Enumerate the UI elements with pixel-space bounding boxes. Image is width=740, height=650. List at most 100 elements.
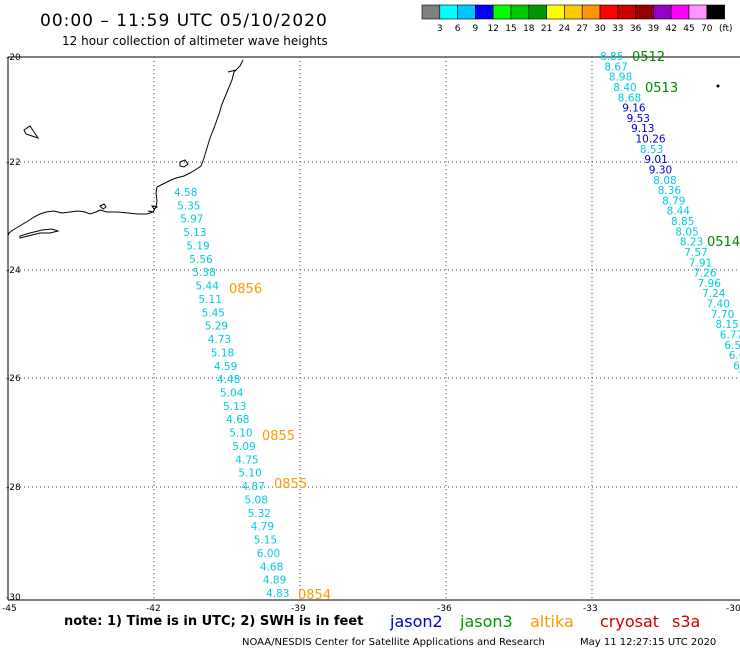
color-scale-label: 70 bbox=[701, 24, 713, 34]
swh-color-scale bbox=[421, 4, 725, 20]
swh-value: 4.68 bbox=[260, 561, 283, 573]
swh-value: 4.48 bbox=[217, 374, 240, 386]
swh-value: 10.26 bbox=[636, 134, 666, 146]
color-scale-swatch bbox=[457, 4, 476, 20]
east-track-swh-values: 8.858.678.988.408.689.169.539.1310.268.5… bbox=[600, 51, 740, 383]
pass-time-label: 0514 bbox=[707, 235, 740, 250]
swh-value: 8.79 bbox=[662, 195, 685, 207]
swh-value: 8.44 bbox=[667, 206, 691, 218]
swh-value: 5.56 bbox=[189, 254, 213, 266]
swh-value: 4.83 bbox=[266, 588, 289, 600]
color-scale-label: 39 bbox=[648, 24, 660, 34]
map-title: 00:00 – 11:59 UTC 05/10/2020 bbox=[40, 11, 328, 31]
color-scale-swatch bbox=[617, 4, 636, 20]
swh-value: 5.32 bbox=[248, 508, 271, 520]
y-axis-label: -26 bbox=[6, 374, 21, 384]
x-axis-label: -30 bbox=[726, 604, 740, 614]
swh-value: 5.10 bbox=[238, 468, 261, 480]
swh-value: 4.68 bbox=[226, 414, 249, 426]
color-scale-swatch bbox=[439, 4, 458, 20]
pass-time-label: 0856 bbox=[229, 282, 262, 297]
y-axis-label: -22 bbox=[6, 158, 21, 168]
color-scale-label: 36 bbox=[630, 24, 642, 34]
color-scale-label: 33 bbox=[612, 24, 623, 34]
pass-time-label: 0855 bbox=[262, 429, 295, 444]
x-axis-labels: -45 -42 -39 -36 -33 -30 bbox=[2, 604, 740, 614]
swh-color-scale-labels: 3 6 9 12 15 18 21 24 27 30 33 36 39 42 45 70 bbox=[437, 24, 713, 34]
color-scale-label: 27 bbox=[576, 24, 587, 34]
swh-value: 7. bbox=[738, 371, 740, 383]
swh-value: 6.63 bbox=[729, 350, 740, 362]
color-scale-label: 9 bbox=[473, 24, 479, 34]
swh-value: 8.85 bbox=[671, 216, 694, 228]
swh-value: 9.01 bbox=[644, 154, 667, 166]
swh-value: 8.05 bbox=[675, 226, 698, 238]
satellite-legend-item: jason3 bbox=[459, 612, 513, 631]
x-axis-label: -39 bbox=[291, 604, 306, 614]
color-scale-label: 21 bbox=[541, 24, 552, 34]
color-scale-label: 3 bbox=[437, 24, 443, 34]
color-scale-swatch bbox=[475, 4, 494, 20]
swh-value: 8.40 bbox=[613, 82, 636, 94]
swh-value: 7.24 bbox=[702, 288, 726, 300]
swh-value: 5.18 bbox=[211, 347, 234, 359]
swh-value: 9.53 bbox=[627, 113, 650, 125]
y-axis-label: -28 bbox=[6, 483, 21, 493]
x-axis-label: -45 bbox=[2, 604, 17, 614]
credit-right: May 11 12:27:15 UTC 2020 bbox=[580, 637, 716, 648]
satellite-legend-item: s3a bbox=[672, 612, 700, 631]
color-scale-swatch bbox=[528, 4, 547, 20]
pass-time-label: 0513 bbox=[645, 81, 678, 96]
color-scale-label: 42 bbox=[665, 24, 676, 34]
swh-value: 4.79 bbox=[251, 521, 274, 533]
y-axis-label: -24 bbox=[6, 266, 21, 276]
swh-value: 5.45 bbox=[202, 307, 225, 319]
swh-value: 8.53 bbox=[640, 144, 663, 156]
swh-value: 5.44 bbox=[196, 281, 220, 293]
satellite-legend-item: cryosat bbox=[600, 612, 659, 631]
color-scale-swatch bbox=[635, 4, 654, 20]
color-scale-swatch bbox=[670, 4, 690, 20]
swh-value: 8.85 bbox=[600, 51, 623, 63]
map-subtitle: 12 hour collection of altimeter wave hei… bbox=[62, 34, 328, 48]
swh-value: 5.11 bbox=[199, 294, 222, 306]
pass-time-labels: 0512 0513 0514 0856 0855 0855 0854 bbox=[229, 50, 740, 603]
swh-value: 5.13 bbox=[183, 227, 206, 239]
swh-value: 8.67 bbox=[604, 61, 627, 73]
color-scale-swatch bbox=[546, 4, 565, 20]
pass-time-label: 0855 bbox=[274, 477, 307, 492]
swh-value: 4.75 bbox=[235, 454, 258, 466]
swh-value: 5.29 bbox=[205, 321, 228, 333]
swh-value: 7.26 bbox=[693, 268, 717, 280]
swh-value: 6.57 bbox=[724, 340, 740, 352]
satellite-legend-item: altika bbox=[530, 612, 574, 631]
swh-value: 7.57 bbox=[684, 247, 707, 259]
swh-value: 5.19 bbox=[186, 241, 209, 253]
swh-value: 5.35 bbox=[177, 200, 200, 212]
color-scale-swatch bbox=[706, 4, 725, 20]
color-scale-swatch bbox=[492, 4, 512, 20]
footer-note: note: 1) Time is in UTC; 2) SWH is in fe… bbox=[64, 614, 363, 629]
swh-value: 8.15 bbox=[715, 319, 738, 331]
swh-value: 8.23 bbox=[680, 237, 703, 249]
color-scale-swatch bbox=[688, 4, 708, 20]
color-scale-label: 24 bbox=[559, 24, 571, 34]
swh-value: 5.09 bbox=[232, 441, 255, 453]
satellite-legend: jason2 jason3 altika cryosat s3a bbox=[389, 612, 700, 631]
color-scale-swatch bbox=[510, 4, 530, 20]
west-track-swh-values: 4.585.355.975.135.195.565.385.445.115.45… bbox=[174, 187, 289, 600]
credit-left: NOAA/NESDIS Center for Satellite Applica… bbox=[242, 637, 545, 648]
pass-time-label: 0512 bbox=[632, 50, 665, 65]
swh-value: 7.40 bbox=[707, 299, 730, 311]
color-scale-swatch bbox=[599, 4, 619, 20]
swh-value: 7.91 bbox=[689, 257, 712, 269]
map-frame bbox=[7, 56, 740, 601]
color-scale-swatch bbox=[564, 4, 583, 20]
swh-value: 5.15 bbox=[254, 535, 277, 547]
swh-value: 4.73 bbox=[208, 334, 231, 346]
swh-value: 7.70 bbox=[711, 309, 734, 321]
swh-value: 5.10 bbox=[229, 428, 252, 440]
island-marker bbox=[716, 84, 720, 88]
swh-value: 8.36 bbox=[658, 185, 682, 197]
color-scale-label: 45 bbox=[683, 24, 694, 34]
